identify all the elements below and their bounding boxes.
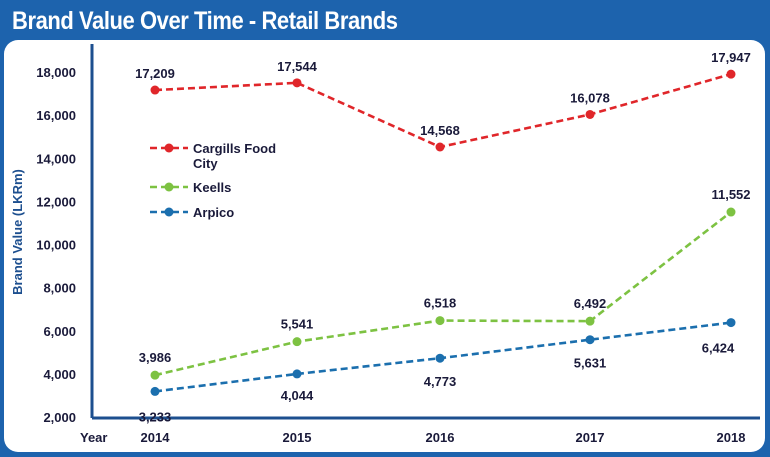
x-tick-label: 2018 xyxy=(717,430,746,445)
y-tick-label: 10,000 xyxy=(36,238,76,253)
legend-swatch-marker xyxy=(164,207,174,217)
y-tick-label: 4,000 xyxy=(43,367,76,382)
data-label: 11,552 xyxy=(711,187,750,202)
data-label: 5,541 xyxy=(281,317,314,332)
data-point xyxy=(585,109,595,119)
data-label: 16,078 xyxy=(570,90,610,105)
x-tick-label: 2015 xyxy=(283,430,312,445)
data-point xyxy=(150,85,160,95)
data-point xyxy=(726,318,736,328)
y-tick-label: 6,000 xyxy=(43,324,76,339)
y-axis-label: Brand Value (LKRm) xyxy=(10,169,25,295)
data-point xyxy=(585,316,595,326)
data-label: 3,233 xyxy=(139,409,172,424)
data-label: 6,492 xyxy=(574,296,607,311)
data-point xyxy=(150,370,160,380)
y-tick-label: 8,000 xyxy=(43,281,76,296)
data-point xyxy=(435,142,445,152)
data-label: 6,518 xyxy=(424,296,457,311)
data-point xyxy=(585,335,595,345)
data-label: 4,044 xyxy=(281,388,314,403)
legend-swatch-marker xyxy=(164,182,174,192)
data-label: 3,986 xyxy=(139,350,172,365)
chart-title: Brand Value Over Time - Retail Brands xyxy=(12,7,398,35)
data-label: 5,631 xyxy=(574,356,607,371)
y-tick-label: 14,000 xyxy=(36,151,76,166)
data-label: 6,424 xyxy=(702,341,735,356)
data-label: 17,209 xyxy=(135,66,175,81)
data-label: 17,947 xyxy=(711,50,751,65)
data-label: 4,773 xyxy=(424,374,457,389)
x-axis-label: Year xyxy=(80,430,107,445)
data-point xyxy=(435,316,445,326)
y-tick-label: 18,000 xyxy=(36,65,76,80)
data-point xyxy=(726,207,736,217)
y-tick-label: 2,000 xyxy=(43,410,76,425)
data-label: 17,544 xyxy=(277,59,318,74)
legend-swatch-marker xyxy=(164,143,174,153)
y-tick-label: 12,000 xyxy=(36,194,76,209)
legend-label: Keells xyxy=(193,180,231,195)
data-point xyxy=(292,369,302,379)
legend-label: City xyxy=(193,156,218,171)
data-point xyxy=(292,78,302,88)
series-line xyxy=(154,211,732,377)
data-point xyxy=(435,353,445,363)
data-point xyxy=(292,337,302,347)
data-point xyxy=(150,386,160,396)
data-point xyxy=(726,69,736,79)
y-tick-label: 16,000 xyxy=(36,108,76,123)
x-tick-label: 2017 xyxy=(576,430,605,445)
x-tick-label: 2016 xyxy=(426,430,455,445)
legend-label: Arpico xyxy=(193,205,234,220)
chart-panel xyxy=(4,40,765,452)
x-tick-label: 2014 xyxy=(141,430,171,445)
legend-label: Cargills Food xyxy=(193,141,276,156)
data-label: 14,568 xyxy=(420,123,460,138)
